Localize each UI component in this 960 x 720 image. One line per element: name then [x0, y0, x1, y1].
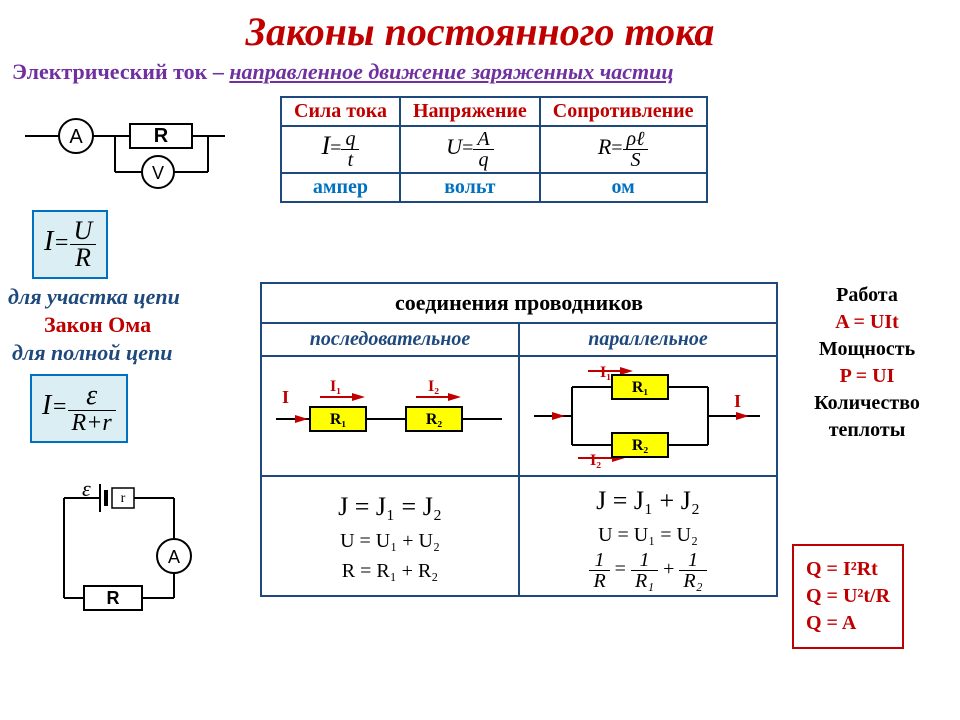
connections-header: соединения проводников: [261, 283, 777, 323]
svg-text:I: I: [734, 391, 741, 411]
svg-text:r: r: [121, 491, 126, 506]
parallel-diagram: I₁ R₁ I₂ R₂ I: [519, 356, 777, 476]
svg-text:R₂: R₂: [632, 437, 649, 454]
work-label: Работа: [782, 284, 952, 307]
definition-text: направленное движение заряженных частиц: [229, 59, 673, 84]
svg-text:A: A: [168, 547, 180, 567]
circuit-ammeter-voltmeter: A R V: [20, 112, 240, 202]
svg-text:I: I: [282, 387, 289, 407]
svg-text:R₁: R₁: [632, 379, 649, 396]
parallel-equations: J = J₁ + J₂ U = U₁ = U₂ 1R = 1R₁ + 1R₂: [519, 476, 777, 596]
series-header: последовательное: [261, 323, 519, 356]
work-eq: A = UIt: [782, 311, 952, 334]
circuit-emf: ε r A R: [24, 478, 224, 638]
definition-line: Электрический ток – направленное движени…: [0, 59, 960, 85]
definition-label: Электрический ток –: [12, 59, 229, 84]
formula-I: I=qt: [281, 126, 400, 173]
series-diagram: I I₁ R₁ I₂ R₂: [261, 356, 519, 476]
svg-text:I₂: I₂: [428, 378, 439, 395]
heat-equations-box: Q = I²Rt Q = U²t/R Q = A: [792, 544, 904, 649]
ohms-law-full-box: I=εR+r: [30, 374, 128, 443]
th-voltage: Напряжение: [400, 97, 540, 126]
svg-text:A: A: [69, 126, 83, 148]
quantities-table: Сила тока Напряжение Сопротивление I=qt …: [280, 96, 708, 203]
series-equations: J = J₁ = J₂ U = U₁ + U₂ R = R₁ + R₂: [261, 476, 519, 596]
unit-volt: вольт: [400, 173, 540, 202]
q-eq-1: Q = I²Rt: [806, 558, 890, 581]
unit-ampere: ампер: [281, 173, 400, 202]
svg-text:R₂: R₂: [426, 411, 443, 428]
power-eq: P = UI: [782, 365, 952, 388]
svg-text:I₁: I₁: [600, 364, 611, 381]
svg-text:I₁: I₁: [330, 378, 341, 395]
svg-text:R: R: [107, 588, 120, 608]
heat-label-2: теплоты: [782, 419, 952, 442]
svg-text:I₂: I₂: [590, 452, 601, 469]
connections-table: соединения проводников последовательное …: [260, 282, 778, 597]
q-eq-2: Q = U²t/R: [806, 585, 890, 608]
label-section: для участка цепи: [8, 284, 180, 310]
svg-text:V: V: [152, 163, 164, 183]
label-ohms-law: Закон Ома: [44, 312, 151, 338]
formula-R: R=ρℓS: [540, 126, 707, 173]
q-eq-3: Q = A: [806, 612, 890, 635]
th-current: Сила тока: [281, 97, 400, 126]
right-formulas: Работа A = UIt Мощность P = UI Количеств…: [782, 280, 952, 446]
svg-text:R₁: R₁: [330, 411, 347, 428]
th-resistance: Сопротивление: [540, 97, 707, 126]
parallel-header: параллельное: [519, 323, 777, 356]
svg-text:R: R: [154, 125, 169, 147]
label-full-circuit: для полной цепи: [12, 340, 172, 366]
unit-ohm: ом: [540, 173, 707, 202]
heat-label-1: Количество: [782, 392, 952, 415]
page-title: Законы постоянного тока: [0, 0, 960, 59]
ohms-law-section-box: I=UR: [32, 210, 108, 279]
formula-U: U=Aq: [400, 126, 540, 173]
power-label: Мощность: [782, 338, 952, 361]
